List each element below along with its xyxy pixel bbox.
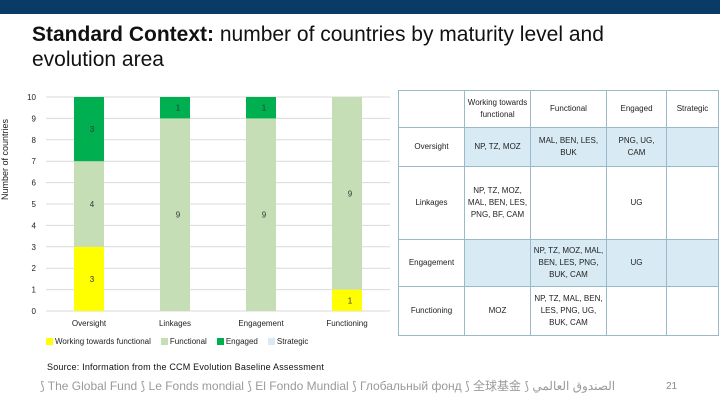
- cell-engaged: UG: [606, 166, 667, 240]
- legend-label: Working towards functional: [55, 337, 151, 346]
- row-label: Linkages: [398, 166, 465, 240]
- table-corner: [398, 90, 465, 128]
- bar-value-label: 3: [90, 125, 95, 134]
- y-tick-label: 9: [32, 114, 37, 123]
- page-number: 21: [666, 381, 678, 392]
- chart-legend: Working towards functional Functional Enga…: [46, 337, 308, 346]
- y-tick-label: 3: [32, 243, 37, 252]
- cell-strategic: [666, 286, 719, 336]
- legend-label: Functional: [169, 337, 207, 346]
- y-tick-label: 6: [32, 179, 37, 188]
- bar-value-label: 9: [348, 189, 353, 198]
- header-strategic: Strategic: [666, 90, 719, 128]
- cell-engaged: [606, 286, 667, 336]
- bar-value-label: 9: [176, 211, 181, 220]
- legend-item: Working towards functional: [46, 337, 151, 346]
- row-label: Engagement: [398, 239, 465, 287]
- table-header-row: Working towards functional Functional En…: [398, 90, 719, 128]
- y-tick-label: 7: [32, 157, 37, 166]
- legend-swatch: [216, 338, 224, 346]
- bar-value-label: 1: [176, 104, 181, 113]
- bar-value-label: 3: [90, 275, 95, 284]
- y-tick-label: 0: [32, 307, 37, 316]
- x-tick-label: Engagement: [238, 319, 284, 328]
- y-tick-label: 4: [32, 221, 37, 230]
- legend-item: Strategic: [267, 337, 309, 346]
- y-tick-label: 2: [32, 264, 37, 273]
- y-tick-label: 1: [32, 286, 37, 295]
- row-label: Functioning: [398, 286, 465, 336]
- y-tick-label: 10: [27, 93, 36, 102]
- bar-segment: [74, 246, 104, 311]
- x-tick-label: Linkages: [159, 319, 191, 328]
- x-tick-label: Oversight: [72, 319, 107, 328]
- legend-item: Engaged: [216, 337, 258, 346]
- header-functional: Functional: [530, 90, 607, 128]
- bar-segment: [74, 97, 104, 162]
- bar-value-label: 1: [348, 296, 353, 305]
- cell-engaged: PNG, UG, CAM: [606, 127, 667, 167]
- legend-label: Engaged: [225, 337, 258, 346]
- legend-swatch: [46, 338, 53, 346]
- legend-swatch: [267, 338, 275, 346]
- bar-segment: [246, 118, 276, 312]
- source-note: Source: Information from the CCM Evoluti…: [47, 362, 325, 372]
- cell-working: [464, 239, 531, 287]
- bar-segment: [74, 161, 104, 247]
- stacked-bar-chart: 3 4 3 9 1 9 1 1 9 0 1 2 3 4 5 6 7 8 9 10 Oversight Linkages E…: [27, 93, 390, 328]
- cell-working: NP, TZ, MOZ: [464, 127, 531, 167]
- y-tick-label: 8: [32, 136, 37, 145]
- legend-label: Strategic: [276, 337, 309, 346]
- legend-swatch: [160, 338, 168, 346]
- x-tick-label: Functioning: [326, 319, 367, 328]
- table-row: Linkages NP, TZ, MOZ, MAL, BEN, LES, PNG…: [398, 166, 719, 240]
- bar-value-label: 9: [262, 211, 267, 220]
- bar-segment: [332, 97, 362, 290]
- maturity-table: Working towards functional Functional En…: [398, 90, 719, 336]
- page-title: Standard Context: number of countries by…: [32, 23, 604, 71]
- y-tick-label: 5: [32, 200, 37, 209]
- bar-segment: [160, 118, 190, 312]
- bar-segment: [246, 97, 276, 119]
- table-row: Functioning MOZ NP, TZ, MAL, BEN, LES, P…: [398, 286, 719, 336]
- chart-labels: 3 4 3 9 1 9 1 1 9: [90, 104, 353, 306]
- header-working: Working towards functional: [464, 90, 531, 128]
- cell-working: NP, TZ, MOZ, MAL, BEN, LES, PNG, BF, CAM: [464, 166, 531, 240]
- global-fund-footer: ⟆ The Global Fund ⟆ Le Fonds mondial ⟆ E…: [40, 379, 616, 393]
- table-row: Oversight NP, TZ, MOZ MAL, BEN, LES, BUK…: [398, 127, 719, 167]
- bar-segment: [160, 97, 190, 119]
- bar-value-label: 1: [262, 104, 267, 113]
- top-banner: [0, 0, 720, 14]
- chart-bars: [74, 97, 362, 312]
- cell-engaged: UG: [606, 239, 667, 287]
- cell-functional: NP, TZ, MAL, BEN, LES, PNG, UG, BUK, CAM: [530, 286, 607, 336]
- table-row: Engagement NP, TZ, MOZ, MAL, BEN, LES, P…: [398, 239, 719, 287]
- cell-functional: [530, 166, 607, 240]
- cell-functional: NP, TZ, MOZ, MAL, BEN, LES, PNG, BUK, CA…: [530, 239, 607, 287]
- cell-functional: MAL, BEN, LES, BUK: [530, 127, 607, 167]
- cell-strategic: [666, 127, 719, 167]
- chart-axis: 0 1 2 3 4 5 6 7 8 9 10 Oversight Linkages Engagement F…: [27, 93, 368, 328]
- bar-value-label: 4: [90, 200, 95, 209]
- bar-segment: [332, 289, 362, 311]
- cell-strategic: [666, 166, 719, 240]
- cell-strategic: [666, 239, 719, 287]
- row-label: Oversight: [398, 127, 465, 167]
- cell-working: MOZ: [464, 286, 531, 336]
- legend-item: Functional: [160, 337, 207, 346]
- header-engaged: Engaged: [606, 90, 667, 128]
